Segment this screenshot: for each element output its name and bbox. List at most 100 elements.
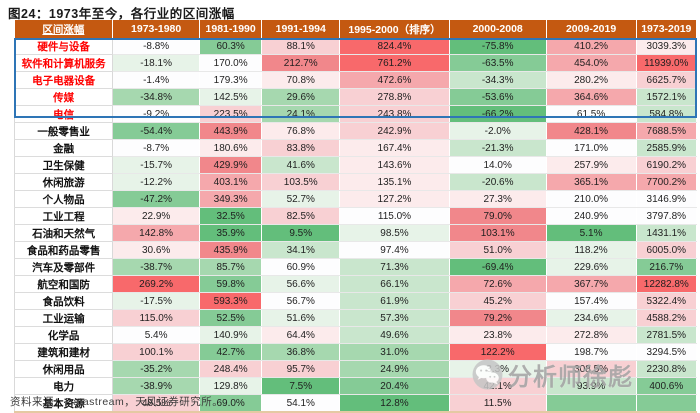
row-label: 电信 (13, 105, 114, 123)
table-cell: 61.9% (339, 292, 450, 310)
table-cell: 3146.9% (636, 190, 698, 208)
table-cell: 88.1% (261, 38, 341, 55)
table-cell: -38.7% (112, 258, 200, 276)
row-label: 食品和药品零售 (13, 241, 114, 259)
table-cell: 98.5% (339, 224, 450, 242)
table-cell: -34.3% (449, 71, 547, 89)
table-cell: 52.5% (199, 309, 263, 327)
table-cell: 349.3% (199, 190, 263, 208)
table-cell: 5322.4% (636, 292, 698, 310)
row-label: 基本资源 (13, 394, 114, 413)
table-cell: 6625.7% (636, 71, 698, 89)
row-label: 石油和天然气 (13, 224, 114, 242)
table-cell (636, 394, 698, 413)
table-cell: 4588.2% (636, 309, 698, 327)
table-cell: 454.0% (546, 54, 637, 72)
table-cell: 143.6% (339, 156, 450, 174)
table-cell: 82.5% (261, 207, 341, 225)
table-cell: 179.3% (199, 71, 263, 89)
table-cell: 49.6% (339, 326, 450, 344)
column-header: 1995-2000（排序） (339, 20, 450, 38)
row-label: 一般零售业 (13, 122, 114, 140)
table-cell: 66.1% (339, 275, 450, 293)
table-cell: 69.0% (199, 394, 263, 413)
table-cell: 79.2% (449, 309, 547, 327)
table-row: 食品和药品零售 30.6% 435.9% 34.1% 97.4% 51.0% 118.2% 6… (13, 241, 698, 259)
table-cell: 41.6% (261, 156, 341, 174)
table-cell: 2781.5% (636, 326, 698, 344)
table-cell: 257.9% (546, 156, 637, 174)
table-cell: 429.9% (199, 156, 263, 174)
table-cell: 30.6% (112, 241, 200, 259)
table-cell: 23.8% (449, 326, 547, 344)
table-cell: 240.9% (546, 207, 637, 225)
table-cell: 180.6% (199, 139, 263, 157)
table-cell: 36.8% (261, 343, 341, 361)
table-cell: 12.8% (339, 394, 450, 413)
table-cell: 61.5% (546, 105, 637, 123)
column-header: 1973-1980 (112, 20, 200, 38)
table-cell: -34.8% (112, 88, 200, 106)
table-row: 基本资源 48.5% 69.0% 54.1% 12.8% 11.5% (13, 394, 698, 413)
table-cell: 593.3% (199, 292, 263, 310)
table-cell: 198.7% (546, 343, 637, 361)
table-cell: 70.8% (261, 71, 341, 89)
row-label: 软件和计算机服务 (13, 54, 114, 72)
table-cell: 472.6% (339, 71, 450, 89)
table-cell: -1.4% (112, 71, 200, 89)
table-cell: 7.5% (261, 377, 341, 395)
table-cell: 216.7% (636, 258, 698, 276)
column-header: 1981-1990 (199, 20, 263, 38)
row-label: 休闲用品 (13, 360, 114, 378)
table-cell: 3294.5% (636, 343, 698, 361)
table-cell: 31.0% (339, 343, 450, 361)
table-cell: 269.2% (112, 275, 200, 293)
table-cell: 2585.9% (636, 139, 698, 157)
table-cell: 115.0% (339, 207, 450, 225)
table-cell: 51.0% (449, 241, 547, 259)
table-row: 航空和国防 269.2% 59.8% 56.6% 66.1% 72.6% 367.7% 122… (13, 275, 698, 293)
table-cell: 7688.5% (636, 122, 698, 140)
table-cell: 51.6% (261, 309, 341, 327)
table-cell: -9.2% (112, 105, 200, 123)
row-label: 化学品 (13, 326, 114, 344)
table-cell: 364.6% (546, 88, 637, 106)
table-cell: 824.4% (339, 38, 450, 55)
table-row: 食品饮料 -17.5% 593.3% 56.7% 61.9% 45.2% 157.4% 532… (13, 292, 698, 310)
table-cell: 11.5% (449, 394, 547, 413)
row-label: 电子电器设备 (13, 71, 114, 89)
table-cell: 29.6% (261, 88, 341, 106)
table-cell: 761.2% (339, 54, 450, 72)
table-cell: 57.3% (339, 309, 450, 327)
table-cell: -66.2% (449, 105, 547, 123)
table-cell: 20.4% (339, 377, 450, 395)
row-label: 食品饮料 (13, 292, 114, 310)
table-cell: 60.3% (199, 38, 263, 55)
table-cell: -21.3% (449, 139, 547, 157)
table-cell: 35.9% (199, 224, 263, 242)
table-cell: 24.1% (261, 105, 341, 123)
table-cell: 278.8% (339, 88, 450, 106)
row-label: 传媒 (13, 88, 114, 106)
table-cell: 167.4% (339, 139, 450, 157)
table-cell: 365.1% (546, 173, 637, 191)
column-header: 区间涨幅 (14, 20, 114, 38)
figure-title: 图24：1973年至今，各行业的区间涨幅 (8, 7, 235, 21)
table-cell (546, 394, 637, 413)
row-label: 电力 (13, 377, 114, 395)
table-cell: 54.1% (261, 394, 341, 413)
table-cell: 5.1% (546, 224, 637, 242)
table-cell: 85.7% (199, 258, 263, 276)
table-cell: -2.0% (449, 122, 547, 140)
table-cell: -8.7% (112, 139, 200, 157)
table-cell: -38.9% (112, 377, 200, 395)
table-cell: 27.3% (449, 190, 547, 208)
table-cell: 403.1% (199, 173, 263, 191)
table-cell: 243.8% (339, 105, 450, 123)
table-row: 电子电器设备 -1.4% 179.3% 70.8% 472.6% -34.3% 280.2%… (13, 71, 698, 89)
table-cell: 242.9% (339, 122, 450, 140)
row-label: 硬件与设备 (13, 38, 114, 55)
table-row: 卫生保健 -15.7% 429.9% 41.6% 143.6% 14.0% 257.9% 61… (13, 156, 698, 174)
table-cell: 42.7% (199, 343, 263, 361)
